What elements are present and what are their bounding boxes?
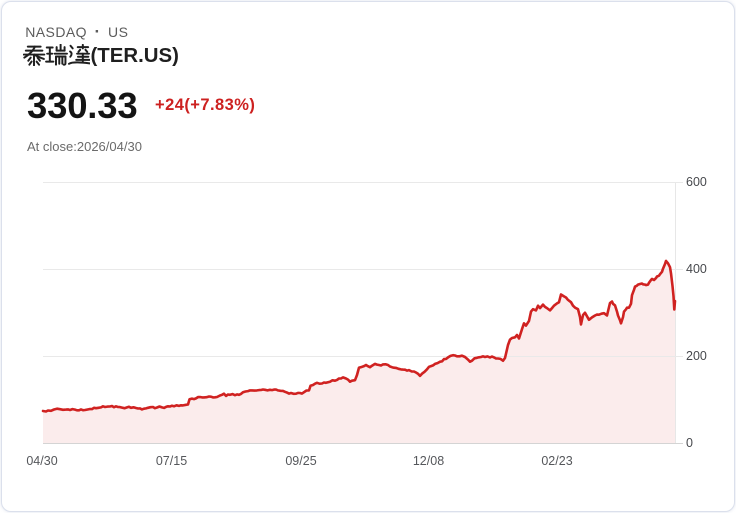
svg-text:200: 200 [686,349,707,363]
svg-text:0: 0 [686,436,693,450]
svg-text:400: 400 [686,262,707,276]
svg-text:04/30: 04/30 [26,454,57,468]
svg-text:600: 600 [686,175,707,189]
svg-text:07/15: 07/15 [156,454,187,468]
svg-text:12/08: 12/08 [413,454,444,468]
svg-text:09/25: 09/25 [285,454,316,468]
svg-text:02/23: 02/23 [541,454,572,468]
